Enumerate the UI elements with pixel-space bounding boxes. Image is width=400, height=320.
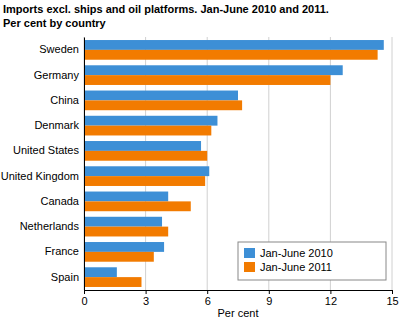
x-tick-mark [392,290,393,294]
legend: Jan-June 2010 Jan-June 2011 [238,242,386,280]
x-axis-title: Per cent [218,307,259,319]
x-tick-label: 12 [325,295,337,307]
bar [84,75,330,85]
x-tick-label: 3 [143,295,149,307]
y-tick: Netherlands [20,220,80,232]
y-tick-label: Sweden [39,43,79,55]
y-axis-line [84,38,85,291]
y-tick: United Kingdom [1,170,79,182]
x-tick-label: 6 [205,295,211,307]
subtitle: Per cent by country [3,17,107,29]
bar [84,242,164,252]
bar [84,252,154,262]
x-axis: 0 3 6 9 12 15 [81,290,398,307]
x-tick: 15 [386,290,398,307]
x-tick-mark [330,290,331,294]
bar [84,277,141,287]
y-tick: Spain [51,271,79,283]
bar [84,166,209,176]
bar [84,116,217,126]
x-tick: 9 [266,290,272,307]
bar [84,151,207,161]
y-tick-label: Germany [34,69,80,81]
x-tick-mark [84,290,85,294]
plot: 0 3 6 9 12 15 Sweden Germany China Denmark United … [1,37,399,319]
x-tick-mark [146,290,147,294]
grid-line [84,37,85,290]
bar [84,126,211,136]
y-axis: Sweden Germany China Denmark United States Un… [1,38,85,291]
y-tick-label: United States [13,144,80,156]
x-tick: 6 [205,290,211,307]
x-tick-label: 15 [386,295,398,307]
legend-label: Jan-June 2011 [260,261,332,273]
bar [84,201,191,211]
y-tick: Germany [34,69,80,81]
y-tick: Denmark [34,119,79,131]
x-axis-line [85,290,393,291]
bar [84,217,162,227]
bar [84,50,378,60]
y-tick-label: France [45,245,79,257]
y-tick: Canada [40,195,79,207]
x-tick-label: 9 [266,295,272,307]
y-tick: Sweden [39,43,79,55]
y-tick-label: Canada [40,195,79,207]
bar [84,227,168,237]
x-tick: 0 [81,290,87,307]
x-tick-label: 0 [81,295,87,307]
y-tick-label: United Kingdom [1,170,79,182]
legend-label: Jan-June 2010 [260,247,333,259]
x-tick: 3 [143,290,149,307]
y-tick-label: China [50,94,80,106]
bar [84,91,238,101]
grid [84,37,392,290]
bar [84,176,205,186]
bar [84,192,168,202]
y-tick-label: Spain [51,271,79,283]
legend-swatch [244,248,255,258]
y-tick: France [45,245,79,257]
y-tick-label: Denmark [34,119,79,131]
legend-box [238,242,386,280]
bar [84,100,242,110]
chart: Imports excl. ships and oil platforms. J… [0,0,400,320]
bar [84,267,117,277]
grid-line [392,37,393,290]
bar [84,65,343,75]
bar [84,141,201,151]
y-tick-label: Netherlands [20,220,80,232]
title: Imports excl. ships and oil platforms. J… [3,3,329,15]
x-tick-mark [207,290,208,294]
legend-swatch [244,262,255,272]
x-tick-mark [269,290,270,294]
y-tick: China [50,94,80,106]
x-tick: 12 [325,290,337,307]
y-tick: United States [13,144,80,156]
bar [84,40,384,50]
